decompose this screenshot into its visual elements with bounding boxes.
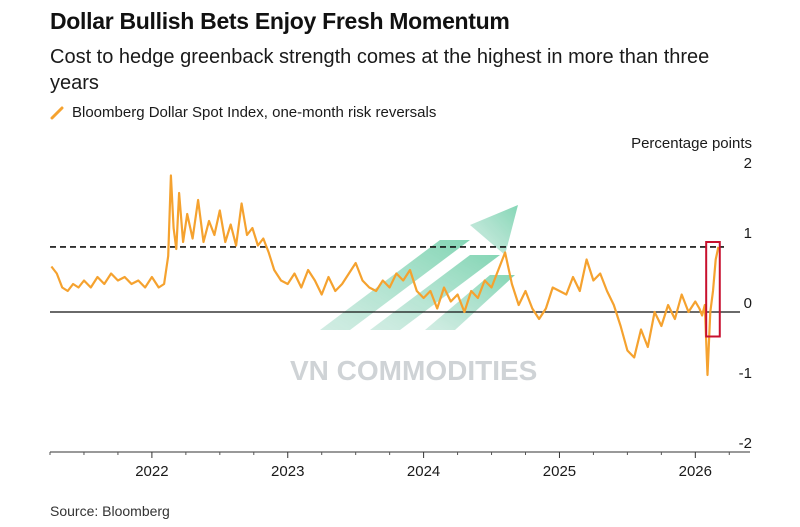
x-tick-label: 2026 <box>679 463 712 480</box>
chart-title: Dollar Bullish Bets Enjoy Fresh Momentum <box>50 8 510 34</box>
watermark-text: VN COMMODITIES <box>290 355 537 386</box>
legend-swatch-icon <box>50 106 64 119</box>
x-tick-label: 2025 <box>543 463 576 480</box>
legend-label: Bloomberg Dollar Spot Index, one-month r… <box>72 104 437 121</box>
y-tick-label: -1 <box>739 365 752 382</box>
source-note: Source: Bloomberg <box>50 503 170 519</box>
y-tick-label: 2 <box>744 155 752 172</box>
x-tick-label: 2024 <box>407 463 440 480</box>
chart-subtitle: Cost to hedge greenback strength comes a… <box>50 46 710 94</box>
unit-label: Percentage points <box>631 135 752 152</box>
series-line-risk-reversals <box>50 174 720 377</box>
watermark-arrow-icon <box>320 205 518 330</box>
axes: 2 1 0 -1 -2 2022 2023 2024 2025 2026 <box>49 155 752 480</box>
y-tick-label: 1 <box>744 225 752 242</box>
legend: Bloomberg Dollar Spot Index, one-month r… <box>50 104 436 121</box>
highlight-box <box>705 241 721 338</box>
y-tick-label: -2 <box>739 435 752 452</box>
x-tick-label: 2022 <box>135 463 168 480</box>
series-layer <box>50 174 720 377</box>
y-tick-label: 0 <box>744 295 752 312</box>
x-tick-label: 2023 <box>271 463 304 480</box>
highlight-layer <box>705 241 721 338</box>
